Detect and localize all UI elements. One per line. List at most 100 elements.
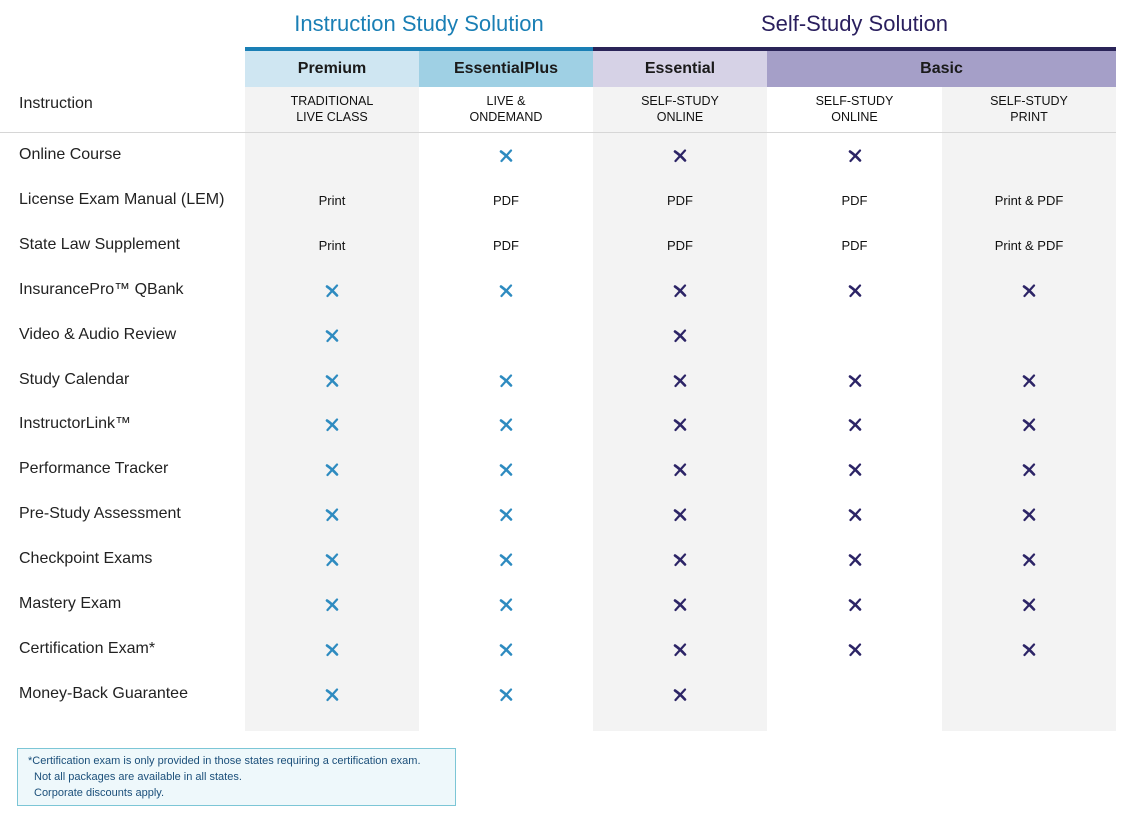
- plan-header-essential: Essential: [593, 51, 767, 87]
- x-check-icon: [673, 508, 687, 522]
- x-check-icon: [325, 643, 339, 656]
- x-check-icon: [848, 643, 861, 656]
- feature-label: State Law Supplement: [19, 235, 180, 253]
- x-check-icon: [325, 553, 339, 567]
- x-check-icon: [499, 643, 513, 656]
- x-check-icon: [848, 463, 861, 477]
- x-check-icon: [673, 688, 687, 701]
- x-check-icon: [673, 418, 687, 432]
- feature-label: Performance Tracker: [19, 460, 169, 478]
- x-check-icon: [499, 688, 513, 701]
- x-check-icon: [673, 643, 687, 656]
- feature-label: Checkpoint Exams: [19, 550, 153, 568]
- format-cell: PDF: [493, 192, 519, 208]
- plan-header-premium: Premium: [245, 51, 419, 87]
- plan-header-basic: Basic: [767, 51, 1116, 87]
- plan-mode-line: TRADITIONAL: [290, 94, 374, 108]
- x-check-icon: [673, 553, 687, 567]
- x-check-icon: [848, 418, 861, 432]
- feature-label: Certification Exam*: [19, 639, 156, 657]
- format-cell: PDF: [667, 192, 693, 208]
- plan-delivery-mode: LIVE & ONDEMAND: [419, 93, 593, 125]
- format-cell: Print & PDF: [994, 192, 1064, 208]
- x-check-icon: [325, 463, 339, 477]
- x-check-icon: [1022, 373, 1036, 387]
- plan-column-bg: [593, 87, 767, 731]
- group-title-instruction: Instruction Study Solution: [294, 11, 544, 36]
- plan-mode-line: SELF-STUDY: [815, 94, 894, 108]
- x-check-icon: [499, 418, 513, 432]
- plan-header-essentialplus: EssentialPlus: [419, 51, 593, 87]
- plan-delivery-mode: TRADITIONAL LIVE CLASS: [245, 93, 419, 125]
- x-check-icon: [1022, 284, 1036, 297]
- x-check-icon: [499, 149, 513, 163]
- x-check-icon: [673, 463, 687, 477]
- format-cell: PDF: [493, 237, 519, 253]
- x-check-icon: [673, 373, 687, 387]
- x-check-icon: [499, 284, 513, 297]
- group-title-self-study: Self-Study Solution: [760, 11, 949, 36]
- x-check-icon: [1022, 463, 1036, 477]
- x-check-icon: [848, 373, 861, 387]
- feature-label: InstructorLink™: [19, 415, 132, 433]
- x-check-icon: [848, 149, 861, 163]
- plan-column-bg: [767, 87, 942, 731]
- x-check-icon: [325, 688, 339, 701]
- instruction-column-header: Instruction: [19, 95, 93, 112]
- x-check-icon: [499, 508, 513, 522]
- x-check-icon: [499, 373, 513, 387]
- footnote-line-2: Not all packages are available in all st…: [34, 771, 242, 783]
- x-check-icon: [1022, 508, 1036, 522]
- feature-label: Video & Audio Review: [19, 325, 177, 343]
- x-check-icon: [848, 508, 861, 522]
- plan-mode-line: LIVE CLASS: [296, 110, 368, 124]
- plan-delivery-mode: SELF-STUDY ONLINE: [593, 93, 767, 125]
- plan-mode-line: LIVE &: [486, 94, 526, 108]
- x-check-icon: [1022, 643, 1036, 656]
- format-cell: Print: [318, 192, 346, 208]
- format-cell: Print: [318, 237, 346, 253]
- footnote-line-1: *Certification exam is only provided in …: [28, 755, 421, 767]
- footnote-box: *Certification exam is only provided in …: [17, 748, 456, 806]
- plan-mode-line: ONLINE: [656, 110, 704, 124]
- plan-delivery-mode: SELF-STUDY ONLINE: [767, 93, 942, 125]
- group-bar-instruction: [245, 47, 593, 51]
- format-cell: PDF: [841, 192, 868, 208]
- feature-label: Money-Back Guarantee: [19, 684, 188, 702]
- x-check-icon: [1022, 598, 1036, 612]
- plan-delivery-mode: SELF-STUDY PRINT: [942, 93, 1116, 125]
- plan-mode-line: ONDEMAND: [469, 110, 543, 124]
- plan-mode-line: SELF-STUDY: [990, 94, 1068, 108]
- x-check-icon: [673, 328, 687, 342]
- format-cell: PDF: [667, 237, 693, 253]
- plan-column-bg: [419, 87, 593, 731]
- format-cell: Print & PDF: [994, 237, 1064, 253]
- feature-label: InsurancePro™ QBank: [19, 280, 184, 298]
- footnote-line-3: Corporate discounts apply.: [34, 787, 165, 799]
- x-check-icon: [325, 418, 339, 432]
- x-check-icon: [325, 508, 339, 522]
- plan-mode-line: ONLINE: [831, 110, 878, 124]
- header-divider: [0, 132, 1116, 133]
- plan-mode-line: PRINT: [1010, 110, 1048, 124]
- group-bar-self-study: [593, 47, 1116, 51]
- x-check-icon: [1022, 553, 1036, 567]
- x-check-icon: [1022, 418, 1036, 432]
- feature-label: Pre-Study Assessment: [19, 505, 181, 523]
- plan-mode-line: SELF-STUDY: [641, 94, 719, 108]
- x-check-icon: [673, 149, 687, 163]
- x-check-icon: [499, 463, 513, 477]
- feature-label: Mastery Exam: [19, 595, 122, 612]
- x-check-icon: [848, 553, 861, 567]
- x-check-icon: [848, 284, 861, 297]
- feature-label: License Exam Manual (LEM): [19, 190, 225, 208]
- feature-label: Online Course: [19, 146, 122, 163]
- x-check-icon: [848, 598, 861, 612]
- x-check-icon: [673, 284, 687, 297]
- x-check-icon: [499, 553, 513, 567]
- x-check-icon: [499, 598, 513, 612]
- plan-column-bg: [942, 87, 1116, 731]
- x-check-icon: [325, 284, 339, 297]
- format-cell: PDF: [841, 237, 868, 253]
- plan-column-bg: [245, 87, 419, 731]
